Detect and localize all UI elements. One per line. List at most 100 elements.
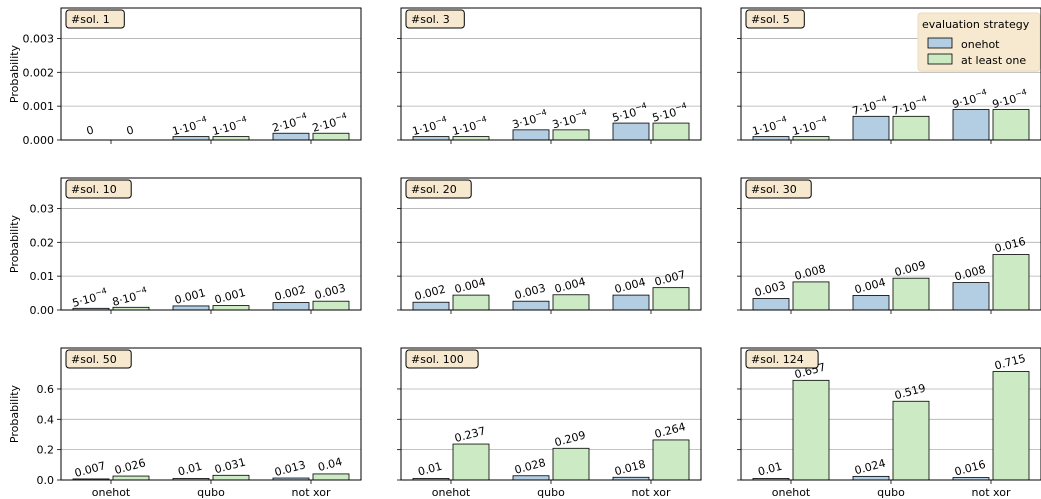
x-tick-label: onehot — [772, 486, 811, 499]
bar-at-least-one-onehot — [792, 281, 830, 311]
data-label: 0.002 — [413, 282, 447, 303]
panel-frame — [740, 177, 1041, 311]
data-label: 0.024 — [853, 457, 887, 478]
data-label: 0.016 — [993, 235, 1027, 256]
bar-onehot-not-xor — [952, 282, 990, 311]
bar-onehot-qubo — [852, 475, 890, 481]
legend-title: evaluation strategy — [922, 18, 1030, 31]
x-tick-label: not xor — [292, 486, 331, 499]
panel-title: #sol. 30 — [751, 183, 797, 196]
panel-title-badge — [745, 179, 812, 199]
data-label: 0.007 — [73, 459, 107, 480]
bar-at-least-one-not-xor — [312, 132, 350, 141]
bar-at-least-one-onehot — [452, 443, 490, 481]
panel-title-badge — [405, 349, 479, 369]
data-label: 0.007 — [653, 268, 687, 289]
bar-onehot-qubo — [512, 300, 550, 311]
legend-swatch — [927, 53, 953, 65]
bar-at-least-one-qubo — [552, 447, 590, 481]
data-label: 7·10−4 — [850, 94, 889, 118]
panel-title: #sol. 124 — [751, 353, 804, 366]
bar-at-least-one-onehot — [112, 475, 150, 481]
panel-4: 0.00 0.01 0.02 0.03 5·10−4 8·10−4 0.001 0.001 0.… — [8, 177, 362, 317]
panel-title: #sol. 20 — [411, 183, 457, 196]
data-label: 0.001 — [173, 286, 207, 307]
data-label: 0.028 — [513, 456, 547, 477]
data-label: 0 — [85, 123, 95, 137]
panel-title: #sol. 5 — [751, 13, 790, 26]
panel-title-badge — [65, 349, 132, 369]
bar-at-least-one-qubo — [552, 294, 590, 311]
y-tick-label: 0.2 — [37, 444, 55, 457]
panel-title: #sol. 1 — [71, 13, 110, 26]
bar-at-least-one-not-xor — [652, 287, 690, 311]
data-label: 0.004 — [453, 275, 487, 296]
data-label: 5·10−4 — [650, 101, 689, 125]
data-label: 0.01 — [757, 460, 784, 479]
panel-title-badge — [405, 9, 465, 29]
data-label: 0.008 — [793, 262, 827, 283]
y-axis-label: Probability — [8, 214, 21, 273]
bar-onehot-onehot — [412, 136, 450, 141]
bar-at-least-one-not-xor — [652, 439, 690, 481]
bar-at-least-one-onehot — [452, 294, 490, 311]
x-tick-label: qubo — [537, 486, 565, 499]
data-label: 0.016 — [953, 458, 987, 479]
data-label: 8·10−4 — [110, 285, 149, 309]
bar-at-least-one-qubo — [212, 305, 250, 311]
panel-title: #sol. 3 — [411, 13, 450, 26]
data-label: 3·10−4 — [550, 108, 589, 132]
data-label: 1·10−4 — [450, 114, 489, 138]
bar-onehot-qubo — [852, 295, 890, 311]
bar-at-least-one-qubo — [892, 115, 930, 141]
data-label: 0.209 — [553, 429, 587, 450]
bar-onehot-qubo — [172, 305, 210, 311]
bar-onehot-not-xor — [272, 132, 310, 141]
bar-at-least-one-not-xor — [652, 122, 690, 141]
bar-at-least-one-qubo — [552, 129, 590, 141]
panel-frame — [740, 347, 1041, 481]
data-label: 0.004 — [613, 275, 647, 296]
x-tick-label: qubo — [877, 486, 905, 499]
bar-onehot-not-xor — [612, 122, 650, 141]
bar-at-least-one-qubo — [892, 277, 930, 311]
bar-at-least-one-not-xor — [992, 109, 1030, 141]
data-label: 0 — [125, 123, 135, 137]
bar-onehot-not-xor — [612, 294, 650, 311]
x-tick-label: onehot — [432, 486, 471, 499]
bar-onehot-qubo — [512, 475, 550, 481]
data-label: 0.237 — [453, 424, 487, 445]
data-label: 0.002 — [273, 283, 307, 304]
data-label: 7·10−4 — [890, 94, 929, 118]
data-label: 0.519 — [893, 382, 927, 403]
bar-at-least-one-not-xor — [312, 473, 350, 481]
bar-at-least-one-onehot — [792, 136, 830, 141]
bar-at-least-one-not-xor — [312, 300, 350, 311]
x-tick-label: not xor — [632, 486, 671, 499]
panel-title-badge — [65, 179, 132, 199]
bar-onehot-onehot — [412, 301, 450, 311]
panel-title-badge — [65, 9, 125, 29]
bar-at-least-one-not-xor — [992, 371, 1030, 481]
bar-onehot-qubo — [852, 115, 890, 141]
y-tick-label: 0.0 — [37, 474, 55, 487]
y-tick-label: 0.02 — [30, 236, 55, 249]
data-label: 9·10−4 — [990, 87, 1029, 111]
data-label: 0.01 — [417, 460, 444, 479]
data-label: 9·10−4 — [950, 87, 989, 111]
x-tick-label: onehot — [92, 486, 131, 499]
bar-onehot-qubo — [512, 129, 550, 141]
y-tick-label: 0.00 — [30, 304, 55, 317]
panel-1: 0.000 0.001 0.002 0.003 0 0 1·10−4 1·10−4 2·10−4… — [8, 7, 362, 147]
bar-onehot-onehot — [752, 298, 790, 311]
data-label: 1·10−4 — [790, 114, 829, 138]
panel-title: #sol. 10 — [71, 183, 117, 196]
y-tick-label: 0.6 — [37, 383, 55, 396]
panel-frame — [400, 347, 702, 481]
panel-title: #sol. 50 — [71, 353, 117, 366]
panel-title: #sol. 100 — [411, 353, 464, 366]
panel-7: 0.0 0.2 0.4 0.6 0.007 0.026 onehot 0.01 0.031 qub… — [8, 347, 362, 499]
legend-entry: at least one — [961, 54, 1026, 67]
panel-frame — [740, 7, 1041, 141]
bar-at-least-one-qubo — [892, 400, 930, 481]
